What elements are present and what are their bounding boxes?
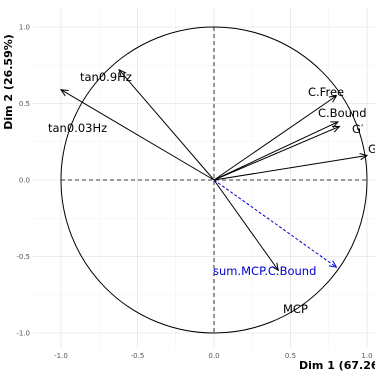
label-c-free: C.Free xyxy=(308,85,344,99)
x-tick-label: -0.5 xyxy=(131,352,145,360)
label-mcp: MCP xyxy=(283,302,308,316)
y-tick-label: 1.0 xyxy=(19,24,30,32)
y-tick-label: 0.5 xyxy=(19,100,30,108)
label-sum-mcp-c-bound: sum.MCP.C.Bound xyxy=(213,264,316,278)
x-axis-title: Dim 1 (67.26%) xyxy=(299,359,375,372)
arrow-sum-mcp-c-bound xyxy=(213,179,336,267)
arrow-tan0-03hz xyxy=(61,90,215,181)
x-tick-label: 0.5 xyxy=(285,352,296,360)
variable-arrows: tan0.9Hz tan0.03Hz C.Free C.Bound G′ G MCP sum.… xyxy=(48,70,375,316)
label-g: G′ xyxy=(352,122,364,136)
arrow-tan0-9hz xyxy=(119,70,215,181)
y-axis-title: Dim 2 (26.59%) xyxy=(2,34,15,130)
y-tick-label: -1.0 xyxy=(16,330,30,338)
y-tick-label: -0.5 xyxy=(16,253,30,261)
y-tick-label: 0.0 xyxy=(19,177,30,185)
arrow-c-free xyxy=(213,96,336,181)
label-c-bound: C.Bound xyxy=(318,106,367,120)
x-tick-label: -1.0 xyxy=(54,352,68,360)
arrow-g xyxy=(213,156,367,181)
label-tan0-9hz: tan0.9Hz xyxy=(80,70,132,84)
arrow-c-bound xyxy=(213,122,338,181)
label-tan0-03hz: tan0.03Hz xyxy=(48,121,107,135)
tick-labels: -1.0 -0.5 0.0 0.5 1.0 -1.0 -0.5 0.0 0.5 1.0 xyxy=(16,24,372,361)
x-tick-label: 1.0 xyxy=(361,352,372,360)
plot-panel xyxy=(33,8,375,348)
x-tick-label: 0.0 xyxy=(208,352,219,360)
label-g: G xyxy=(368,142,375,156)
reference-lines xyxy=(61,27,367,333)
arrow-g xyxy=(213,126,339,181)
arrow-mcp xyxy=(213,179,278,270)
